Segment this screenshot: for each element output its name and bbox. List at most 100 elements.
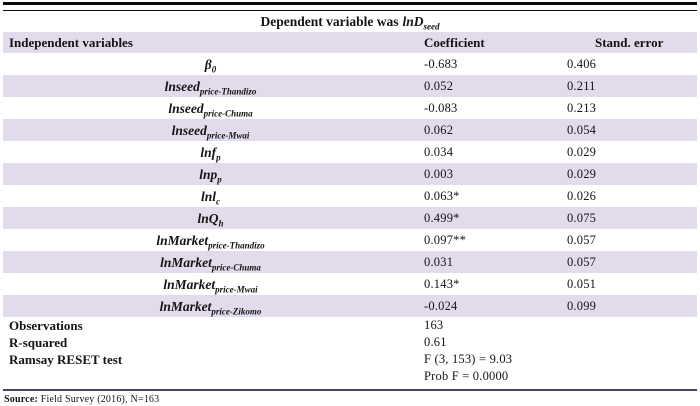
stderror-cell: 0.075 — [566, 210, 597, 225]
variable-cell: lnseedprice-Thandizo — [3, 75, 418, 97]
table-title: Dependent variable was lnDseed — [3, 11, 697, 32]
dependent-variable-subscript: seed — [423, 21, 440, 32]
coefficient-cell: -0.083 — [424, 100, 458, 115]
variable-name: β — [204, 56, 212, 72]
variable-subscript: price-Mwai — [215, 284, 258, 295]
variable-name: lnMarket — [156, 232, 209, 248]
variable-subscript: p — [216, 152, 221, 163]
stderror-cell: 0.099 — [566, 298, 597, 313]
variable-cell: lnMarketprice-Chuma — [3, 251, 418, 273]
dependent-variable-symbol: lnD — [402, 14, 424, 29]
table-row: β0 -0.683 0.406 — [3, 53, 697, 75]
source-note: Source: Field Survey (2016), N=163 — [3, 391, 697, 405]
variable-name: lnf — [200, 144, 217, 160]
variable-subscript: h — [218, 218, 224, 229]
header-independent-variables: Independent variables — [3, 32, 419, 53]
top-thin-rule — [3, 10, 697, 11]
variable-cell: lnseedprice-Mwai — [3, 119, 418, 141]
variable-name: lnseed — [171, 122, 207, 138]
summary-label: Ramsay RESET test — [3, 351, 419, 368]
coefficient-cell: 0.063* — [424, 188, 460, 203]
table-row: lnMarketprice-Chuma 0.031 0.057 — [3, 251, 697, 273]
table-row: lnlc 0.063* 0.026 — [3, 185, 697, 207]
coefficient-cell: 0.097** — [424, 232, 467, 247]
dependent-variable-name: lnDseed — [402, 14, 440, 32]
summary-row: Prob F = 0.0000 — [3, 368, 697, 385]
summary-label — [3, 368, 419, 385]
variable-name: lnQ — [197, 210, 219, 226]
header-stand-error: Stand. error — [560, 32, 697, 53]
stderror-cell: 0.211 — [566, 78, 596, 93]
table-row: lnseedprice-Mwai 0.062 0.054 — [3, 119, 697, 141]
stderror-cell: 0.054 — [566, 122, 597, 137]
variable-cell: lnMarketprice-Thandizo — [3, 229, 418, 251]
stderror-cell: 0.213 — [566, 100, 597, 115]
variable-name: lnMarket — [163, 276, 216, 292]
variable-subscript: price-Chuma — [203, 108, 253, 119]
variable-cell: lnMarketprice-Mwai — [3, 273, 418, 295]
summary-row: Ramsay RESET test F (3, 153) = 9.03 — [3, 351, 697, 368]
summary-value: F (3, 153) = 9.03 — [418, 351, 697, 368]
stderror-cell: 0.057 — [566, 232, 597, 247]
header-row: Independent variables Coefficient Stand.… — [3, 32, 697, 53]
table-row: lnseedprice-Chuma -0.083 0.213 — [3, 97, 697, 119]
stderror-cell: 0.029 — [566, 166, 597, 181]
table-row: lnQh 0.499* 0.075 — [3, 207, 697, 229]
variable-name: lnseed — [164, 78, 200, 94]
coefficient-cell: 0.143* — [424, 276, 460, 291]
variable-subscript: p — [217, 174, 222, 185]
coefficient-cell: 0.052 — [424, 78, 454, 93]
summary-row: R-squared 0.61 — [3, 334, 697, 351]
variable-subscript: 0 — [211, 64, 217, 75]
table-row: lnMarketprice-Zikomo -0.024 0.099 — [3, 295, 697, 317]
coefficient-cell: 0.062 — [424, 122, 454, 137]
table-header: Independent variables Coefficient Stand.… — [3, 32, 697, 53]
variable-cell: lnfp — [3, 141, 418, 163]
stderror-cell: 0.029 — [566, 144, 597, 159]
coefficient-cell: 0.003 — [424, 166, 454, 181]
variable-subscript: price-Thandizo — [199, 86, 257, 97]
summary-value: Prob F = 0.0000 — [418, 368, 697, 385]
table-row: lnpp 0.003 0.029 — [3, 163, 697, 185]
variable-cell: lnMarketprice-Zikomo — [3, 295, 418, 317]
variable-cell: lnlc — [3, 185, 418, 207]
variable-name: lnseed — [168, 100, 204, 116]
coefficient-cell: 0.034 — [424, 144, 454, 159]
variable-subscript: c — [216, 196, 221, 207]
variable-name: lnl — [201, 188, 217, 204]
stderror-cell: 0.057 — [566, 254, 597, 269]
variable-cell: lnQh — [3, 207, 418, 229]
table-row: lnfp 0.034 0.029 — [3, 141, 697, 163]
bottom-rule — [3, 389, 697, 391]
table-row: lnMarketprice-Thandizo 0.097** 0.057 — [3, 229, 697, 251]
coefficient-cell: 0.031 — [424, 254, 454, 269]
summary-value: 163 — [418, 317, 697, 334]
source-label: Source: — [4, 394, 38, 405]
table-row: lnseedprice-Thandizo 0.052 0.211 — [3, 75, 697, 97]
variable-cell: lnpp — [3, 163, 418, 185]
header-coefficient: Coefficient — [418, 32, 561, 53]
stderror-cell: 0.406 — [566, 56, 597, 71]
top-thick-rule — [3, 2, 697, 5]
variable-subscript: price-Chuma — [211, 262, 261, 273]
coefficient-cell: -0.683 — [424, 56, 458, 71]
coefficient-cell: 0.499* — [424, 210, 460, 225]
variable-name: lnMarket — [160, 254, 212, 270]
summary-row: Observations 163 — [3, 317, 697, 334]
variable-cell: β0 — [3, 53, 418, 75]
summary-value: 0.61 — [418, 334, 697, 351]
variable-name: lnMarket — [159, 298, 212, 314]
variable-cell: lnseedprice-Chuma — [3, 97, 418, 119]
variable-name: lnp — [199, 166, 218, 182]
title-text: Dependent variable was — [260, 14, 399, 29]
summary-label: Observations — [3, 317, 419, 334]
stderror-cell: 0.051 — [566, 276, 597, 291]
table-row: lnMarketprice-Mwai 0.143* 0.051 — [3, 273, 697, 295]
variable-subscript: price-Zikomo — [211, 306, 262, 317]
source-text: Field Survey (2016), N=163 — [40, 394, 160, 405]
variable-subscript: price-Thandizo — [208, 240, 265, 251]
summary-section: Observations 163 R-squared 0.61 Ramsay R… — [3, 317, 697, 385]
variable-subscript: price-Mwai — [206, 130, 250, 141]
regression-table: Independent variables Coefficient Stand.… — [3, 32, 697, 385]
